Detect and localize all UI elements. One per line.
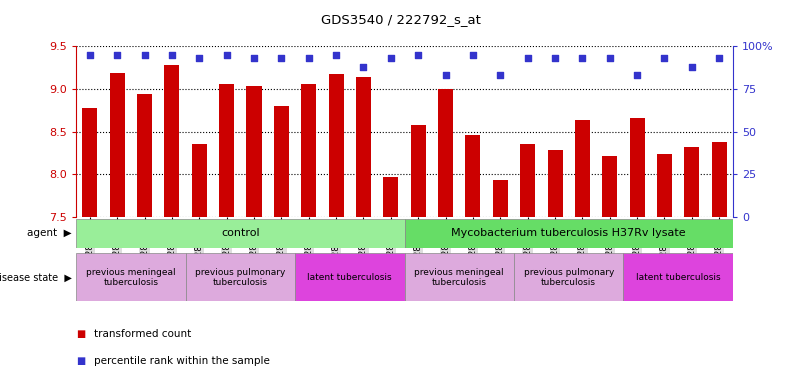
Text: GDS3540 / 222792_s_at: GDS3540 / 222792_s_at: [320, 13, 481, 26]
Bar: [384, 177, 398, 217]
Bar: [493, 180, 508, 217]
Bar: [186, 253, 295, 301]
Bar: [657, 154, 672, 217]
Point: [111, 51, 123, 58]
Bar: [438, 89, 453, 217]
Point: [412, 51, 425, 58]
Text: previous pulmonary
tuberculosis: previous pulmonary tuberculosis: [524, 268, 614, 287]
Text: previous meningeal
tuberculosis: previous meningeal tuberculosis: [86, 268, 175, 287]
Point: [576, 55, 589, 61]
Text: agent  ▶: agent ▶: [27, 228, 72, 238]
Point: [686, 63, 698, 70]
Point: [330, 51, 343, 58]
Bar: [274, 106, 289, 217]
Text: ■: ■: [76, 329, 86, 339]
Bar: [684, 147, 699, 217]
Point: [439, 72, 452, 78]
Text: latent tuberculosis: latent tuberculosis: [308, 273, 392, 282]
Bar: [83, 108, 97, 217]
Bar: [328, 74, 344, 217]
Text: latent tuberculosis: latent tuberculosis: [636, 273, 720, 282]
Bar: [76, 253, 186, 301]
Point: [275, 55, 288, 61]
Point: [357, 63, 370, 70]
Bar: [219, 84, 234, 217]
Point: [630, 72, 643, 78]
Point: [658, 55, 671, 61]
Bar: [295, 253, 405, 301]
Point: [603, 55, 616, 61]
Text: disease state  ▶: disease state ▶: [0, 272, 72, 283]
Bar: [602, 156, 618, 217]
Point: [521, 55, 534, 61]
Bar: [301, 84, 316, 217]
Text: previous meningeal
tuberculosis: previous meningeal tuberculosis: [414, 268, 504, 287]
Point: [466, 51, 479, 58]
Point: [494, 72, 507, 78]
Bar: [137, 94, 152, 217]
Text: percentile rank within the sample: percentile rank within the sample: [94, 356, 270, 366]
Bar: [712, 142, 727, 217]
Point: [83, 51, 96, 58]
Bar: [575, 119, 590, 217]
Bar: [630, 118, 645, 217]
Text: control: control: [221, 228, 260, 238]
Text: Mycobacterium tuberculosis H37Rv lysate: Mycobacterium tuberculosis H37Rv lysate: [452, 228, 686, 238]
Text: ■: ■: [76, 356, 86, 366]
Point: [248, 55, 260, 61]
Text: previous pulmonary
tuberculosis: previous pulmonary tuberculosis: [195, 268, 285, 287]
Point: [193, 55, 206, 61]
Bar: [356, 77, 371, 217]
Bar: [411, 125, 425, 217]
Bar: [76, 219, 405, 248]
Bar: [110, 73, 125, 217]
Bar: [191, 144, 207, 217]
Bar: [465, 135, 481, 217]
Point: [138, 51, 151, 58]
Point: [302, 55, 315, 61]
Bar: [405, 253, 514, 301]
Bar: [405, 219, 733, 248]
Point: [384, 55, 397, 61]
Text: transformed count: transformed count: [94, 329, 191, 339]
Point: [166, 51, 179, 58]
Point: [549, 55, 562, 61]
Point: [220, 51, 233, 58]
Bar: [514, 253, 623, 301]
Bar: [548, 150, 562, 217]
Bar: [520, 144, 535, 217]
Bar: [164, 65, 179, 217]
Bar: [247, 86, 261, 217]
Point: [713, 55, 726, 61]
Bar: [623, 253, 733, 301]
